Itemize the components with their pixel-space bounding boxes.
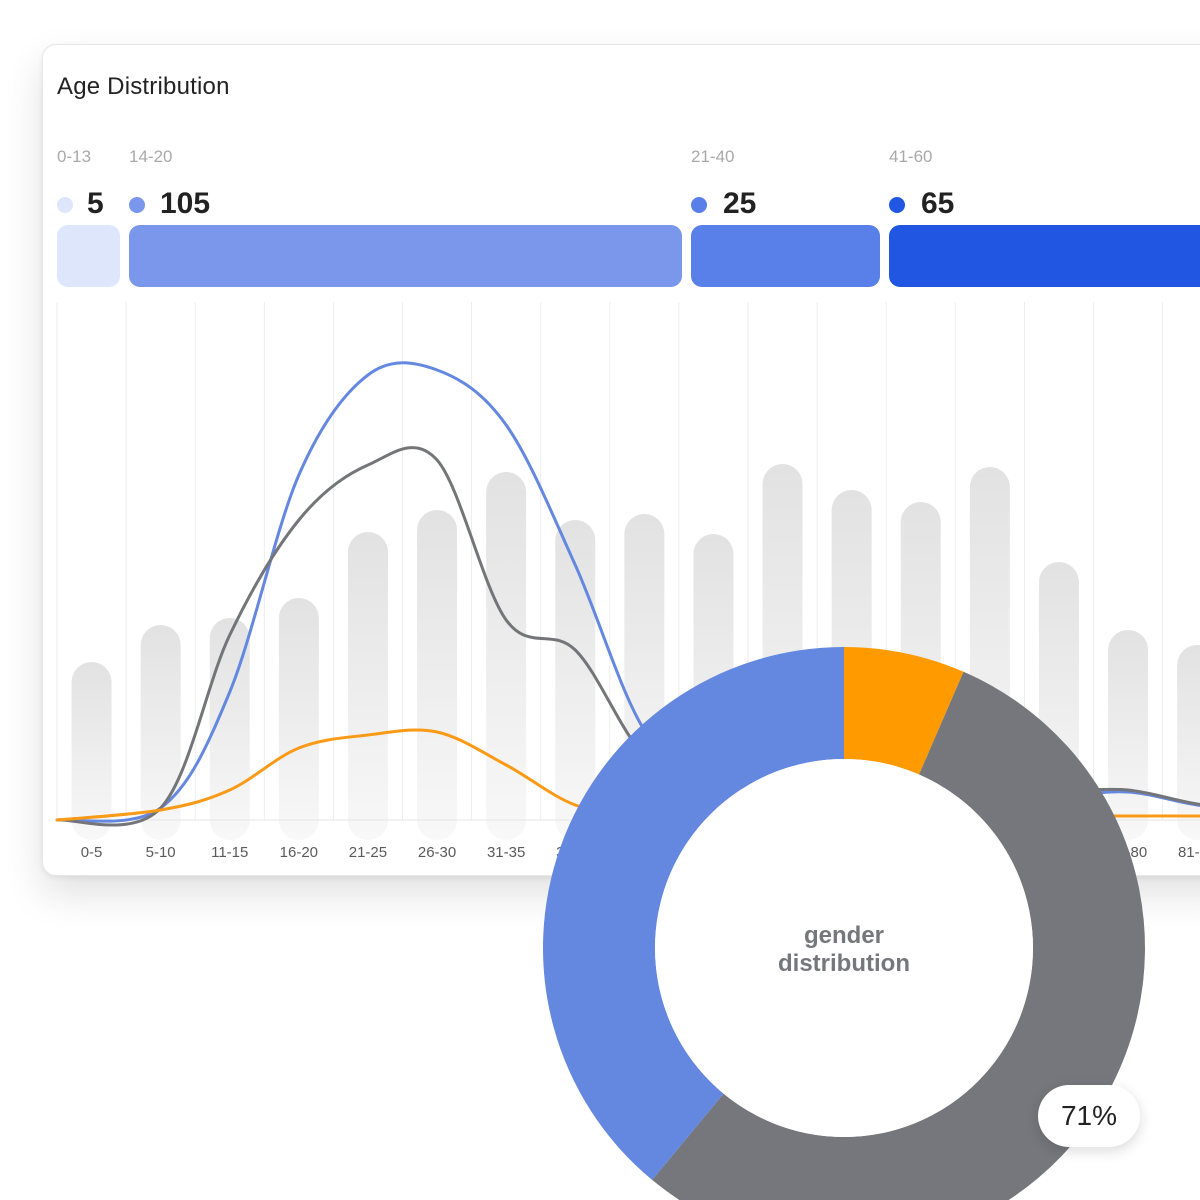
bar-21-25[interactable] [347,532,388,840]
x-tick-label: 11-15 [211,844,248,861]
bar-5-10[interactable] [140,625,181,840]
percent-badge: 71% [1038,1085,1140,1147]
age-group-dot [57,197,73,213]
age-group-dot [691,197,707,213]
x-tick-label: 0-5 [81,844,103,861]
card-title: Age Distribution [57,73,230,100]
bar-26-30[interactable] [417,510,458,840]
age-group-count: 65 [921,187,955,220]
age-group-dot [889,197,905,213]
bar-0-5[interactable] [71,662,112,840]
bar-81-85[interactable] [1177,645,1200,840]
age-group-count: 105 [160,187,211,220]
age-group-segment[interactable] [129,225,682,287]
age-group-dot [129,197,145,213]
bar-31-35[interactable] [486,472,527,840]
donut-center-label: gender distribution [778,922,910,977]
donut-slice-blue[interactable] [543,647,844,1180]
age-group-count: 5 [87,187,104,220]
x-tick-label: 81-85 [1178,844,1200,861]
bar-16-20[interactable] [278,598,319,840]
x-tick-label: 21-25 [349,844,387,861]
donut-slice-gray[interactable] [652,671,1145,1200]
x-tick-label: 31-35 [487,844,525,861]
age-group-segment[interactable] [57,225,120,287]
age-group-count: 25 [723,187,757,220]
age-group-range: 21-40 [691,147,735,166]
bar-36-40[interactable] [555,520,596,840]
bar-76-80[interactable] [1108,630,1149,840]
age-group-segment[interactable] [691,225,880,287]
age-group-range: 14-20 [129,147,173,166]
age-group-range: 0-13 [57,147,92,166]
x-tick-label: 5-10 [146,844,176,861]
age-group-segment[interactable] [889,225,1200,287]
x-tick-label: 26-30 [418,844,456,861]
age-group-range: 41-60 [889,147,933,166]
x-tick-label: 16-20 [280,844,318,861]
donut-hole [655,759,1033,1137]
donut-slice-orange[interactable] [844,647,964,775]
